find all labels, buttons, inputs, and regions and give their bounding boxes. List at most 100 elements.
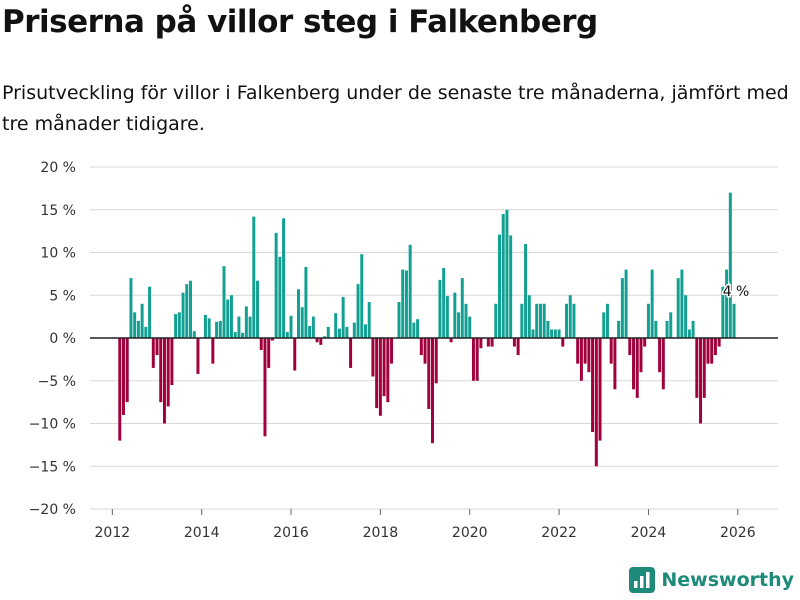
bar	[531, 329, 535, 338]
bar	[665, 320, 669, 338]
bar	[598, 338, 602, 441]
bar	[196, 338, 200, 374]
bar	[181, 292, 185, 338]
bar	[486, 338, 490, 347]
bar	[267, 338, 271, 368]
bar	[609, 338, 613, 364]
bar	[617, 320, 621, 338]
bar	[378, 338, 382, 416]
bar	[501, 214, 505, 338]
bar	[122, 338, 125, 415]
bar	[285, 332, 289, 338]
bar	[408, 244, 412, 338]
brand-name: Newsworthy	[661, 569, 794, 591]
bar	[680, 269, 684, 338]
bar	[546, 320, 550, 338]
y-tick-label: 15 %	[40, 203, 76, 219]
bar	[442, 267, 446, 338]
chart-title: Priserna på villor steg i Falkenberg	[2, 4, 598, 40]
bar	[233, 332, 237, 338]
bar	[349, 338, 353, 368]
bar	[118, 338, 122, 441]
bar	[263, 338, 267, 437]
bar	[728, 192, 732, 338]
bar	[404, 270, 408, 338]
bar	[661, 338, 665, 390]
bar	[594, 338, 598, 467]
bar	[453, 292, 457, 338]
bar	[237, 316, 241, 338]
x-tick-label: 2016	[273, 525, 309, 541]
bar	[345, 326, 349, 338]
bar	[650, 269, 654, 338]
bar	[579, 338, 583, 381]
bar	[479, 338, 483, 349]
bar	[524, 243, 528, 338]
bar	[270, 338, 274, 341]
bar	[702, 338, 706, 398]
bar	[401, 269, 405, 338]
bar	[431, 338, 434, 444]
bar	[706, 338, 710, 364]
bar	[323, 336, 327, 338]
bar	[248, 316, 252, 338]
bar	[687, 329, 691, 338]
bar	[211, 338, 215, 364]
bar	[125, 338, 129, 403]
bar	[654, 320, 658, 338]
bar	[419, 338, 423, 356]
bar	[382, 338, 386, 397]
bar	[576, 338, 580, 364]
y-tick-label: −10 %	[29, 417, 76, 433]
bar	[289, 315, 293, 338]
bar	[192, 331, 196, 338]
latest-value-label: 4 %	[723, 284, 750, 300]
bar	[386, 338, 390, 403]
bar	[602, 312, 606, 338]
y-tick-label: −5 %	[38, 374, 76, 390]
x-tick-label: 2012	[95, 525, 131, 541]
bar	[352, 322, 356, 338]
bar	[177, 312, 181, 338]
bar	[412, 322, 416, 338]
bar	[363, 324, 367, 338]
bar	[471, 338, 475, 381]
bar	[498, 234, 501, 338]
bar	[427, 338, 431, 409]
bar	[434, 338, 438, 384]
bar	[475, 338, 479, 381]
bar	[367, 302, 371, 338]
bar	[512, 338, 516, 347]
bar	[449, 338, 453, 343]
bar	[296, 289, 300, 338]
bar	[721, 286, 725, 338]
bar	[460, 278, 464, 338]
bar	[550, 329, 554, 338]
bar	[557, 329, 561, 338]
bar	[185, 284, 189, 338]
bar	[356, 284, 360, 338]
bar	[613, 338, 617, 390]
bar	[568, 295, 572, 338]
bar	[591, 338, 595, 433]
bar	[360, 254, 364, 338]
bar	[259, 338, 263, 350]
bar	[222, 266, 226, 338]
bar	[646, 303, 650, 338]
annotations: 4 %	[721, 282, 751, 301]
bar	[535, 303, 539, 338]
y-tick-label: 20 %	[40, 160, 76, 176]
bar	[133, 312, 137, 338]
bar	[587, 338, 591, 373]
y-axis-ticks: −20 % −15 % −10 % −5 % 0 % 5 % 10 % 15 % 20 %	[29, 160, 76, 518]
bar	[140, 303, 144, 338]
bar	[572, 303, 576, 338]
chart-subtitle: Prisutveckling för villor i Falkenberg u…	[2, 82, 789, 135]
y-tick-label: −15 %	[29, 459, 76, 475]
bar	[527, 295, 531, 338]
bar	[695, 338, 699, 398]
bar	[542, 303, 546, 338]
bar	[505, 209, 509, 338]
x-tick-label: 2022	[541, 525, 577, 541]
bar	[725, 269, 729, 338]
